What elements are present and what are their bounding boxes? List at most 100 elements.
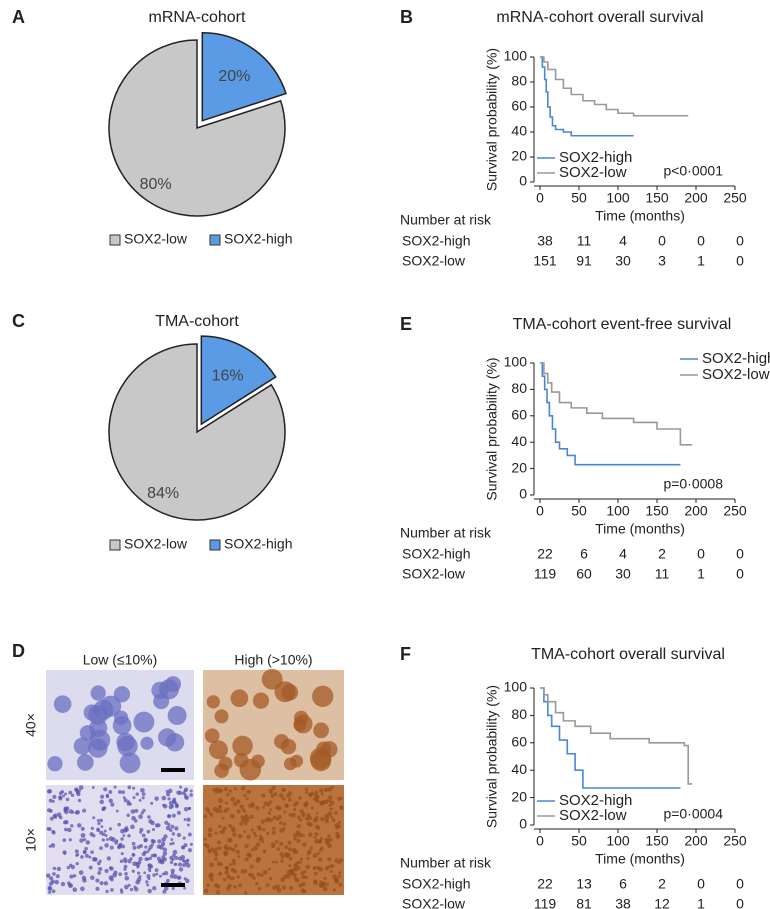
cell-nucleus <box>179 785 183 789</box>
cell-nucleus <box>228 789 232 793</box>
cell-nucleus <box>243 793 247 798</box>
cell-nucleus <box>320 792 324 796</box>
cell-nucleus <box>294 801 299 806</box>
cell-nucleus <box>329 807 333 811</box>
cell-nucleus <box>313 835 317 839</box>
cell-nucleus <box>218 756 233 771</box>
cell-nucleus <box>119 752 141 774</box>
cell-nucleus <box>223 787 228 792</box>
cell-nucleus <box>148 869 152 873</box>
cell-nucleus <box>45 873 51 878</box>
cell-nucleus <box>337 820 342 825</box>
cell-nucleus <box>70 793 75 797</box>
y-tick-label: 40 <box>511 123 527 139</box>
cell-nucleus <box>162 889 167 894</box>
cell-nucleus <box>250 814 254 819</box>
cell-nucleus <box>161 872 165 876</box>
cell-nucleus <box>135 861 139 866</box>
cell-nucleus <box>266 831 270 835</box>
cell-nucleus <box>97 821 101 826</box>
y-tick-label: 40 <box>511 761 527 777</box>
legend-label: SOX2-low <box>559 807 627 824</box>
risk-count: 13 <box>576 876 592 892</box>
cell-nucleus <box>131 841 136 846</box>
cell-nucleus <box>331 818 336 823</box>
cell-nucleus <box>205 807 210 812</box>
cell-nucleus <box>279 841 284 846</box>
cell-nucleus <box>254 834 258 838</box>
cell-nucleus <box>244 843 249 849</box>
cell-nucleus <box>55 874 60 879</box>
cell-nucleus <box>281 787 287 793</box>
cell-nucleus <box>324 816 329 821</box>
cell-nucleus <box>72 887 78 892</box>
cell-nucleus <box>261 668 283 690</box>
cell-nucleus <box>281 885 286 890</box>
risk-count: 0 <box>697 546 705 562</box>
cell-nucleus <box>265 883 270 888</box>
cell-nucleus <box>111 837 116 842</box>
cell-nucleus <box>187 848 192 853</box>
cell-nucleus <box>223 808 228 813</box>
cell-nucleus <box>206 883 210 887</box>
cell-nucleus <box>134 808 139 813</box>
risk-count: 3 <box>658 253 666 269</box>
cell-nucleus <box>298 817 303 822</box>
cell-nucleus <box>99 846 103 851</box>
cell-nucleus <box>339 858 344 862</box>
cell-nucleus <box>306 821 311 826</box>
risk-count: 60 <box>576 566 592 582</box>
survival-curve <box>540 687 681 789</box>
cell-nucleus <box>317 826 321 830</box>
cell-nucleus <box>97 871 102 875</box>
cell-nucleus <box>78 870 84 875</box>
cell-nucleus <box>101 832 106 836</box>
cell-nucleus <box>101 838 105 842</box>
cell-nucleus <box>127 883 131 887</box>
cell-nucleus <box>312 853 318 858</box>
cell-nucleus <box>140 736 154 750</box>
cell-nucleus <box>296 824 301 829</box>
risk-count: 2 <box>658 876 666 892</box>
cell-nucleus <box>114 840 119 845</box>
cell-nucleus <box>177 875 182 880</box>
cell-nucleus <box>293 849 299 854</box>
cell-nucleus <box>170 824 175 829</box>
cell-nucleus <box>209 877 214 882</box>
cell-nucleus <box>123 884 129 890</box>
risk-row-name: SOX2-low <box>402 253 466 269</box>
cell-nucleus <box>266 802 271 807</box>
cell-nucleus <box>330 815 333 819</box>
cell-nucleus <box>218 809 223 814</box>
cell-nucleus <box>127 833 131 838</box>
cell-nucleus <box>203 837 207 841</box>
cell-nucleus <box>224 870 230 875</box>
x-tick-label: 50 <box>571 833 587 849</box>
cell-nucleus <box>328 837 333 842</box>
cell-nucleus <box>152 873 156 877</box>
cell-nucleus <box>58 795 62 800</box>
risk-count: 0 <box>736 876 744 892</box>
cell-nucleus <box>169 874 174 879</box>
cell-nucleus <box>79 838 84 843</box>
cell-nucleus <box>279 828 285 833</box>
x-tick-label: 0 <box>536 833 544 849</box>
cell-nucleus <box>67 827 72 833</box>
cell-nucleus <box>271 785 276 791</box>
cell-nucleus <box>217 840 222 845</box>
cell-nucleus <box>138 798 142 802</box>
cell-nucleus <box>279 852 284 857</box>
cell-nucleus <box>127 785 132 790</box>
cell-nucleus <box>227 883 232 888</box>
cell-nucleus <box>275 860 279 864</box>
cell-nucleus <box>207 810 211 814</box>
cell-nucleus <box>47 789 53 794</box>
cell-nucleus <box>315 795 319 799</box>
cell-nucleus <box>48 890 52 894</box>
cell-nucleus <box>243 809 247 814</box>
cell-nucleus <box>228 863 233 867</box>
cell-nucleus <box>250 828 254 832</box>
cell-nucleus <box>124 871 128 876</box>
cell-nucleus <box>280 738 297 755</box>
cell-nucleus <box>320 816 325 822</box>
